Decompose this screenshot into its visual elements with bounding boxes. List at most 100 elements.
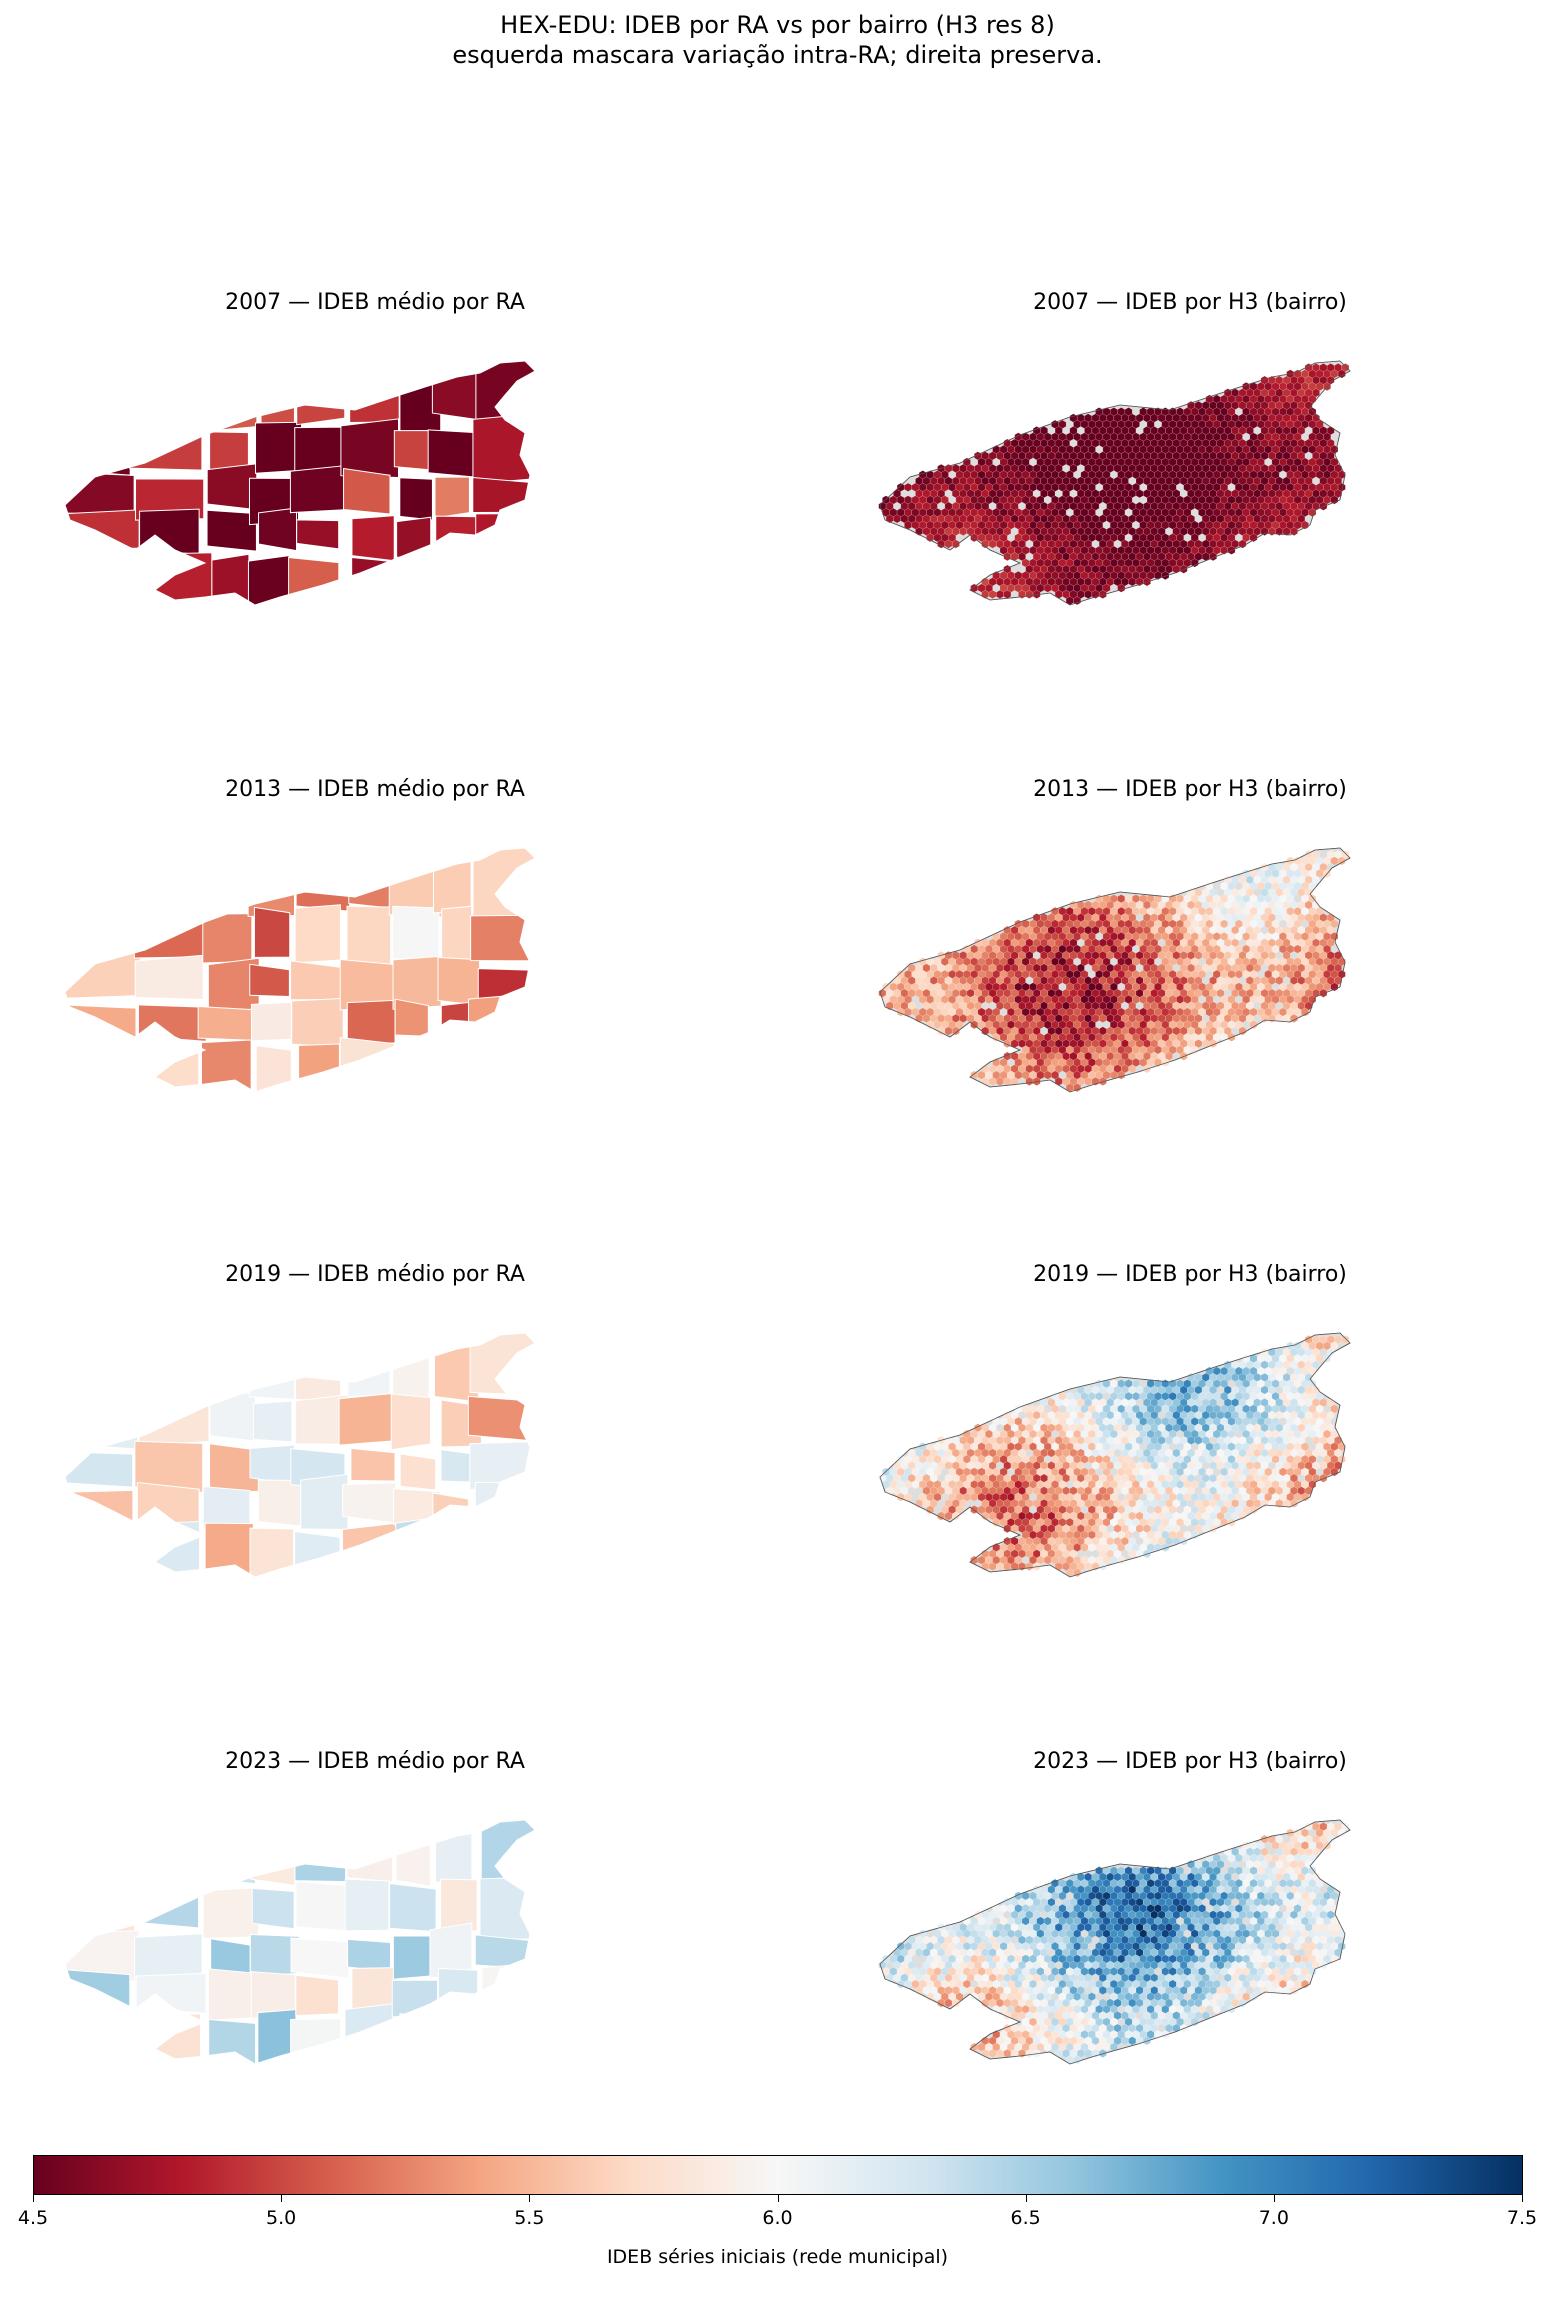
ra-region <box>475 513 535 555</box>
h3-cell <box>1084 589 1093 599</box>
h3-cell <box>988 589 997 599</box>
h3-cell <box>1227 1020 1236 1030</box>
h3-cell <box>911 1480 920 1489</box>
h3-cell <box>1109 1070 1118 1080</box>
ra-region <box>134 954 204 1001</box>
ra-region <box>343 467 391 515</box>
panel-title-2023-h3: 2023 — IDEB por H3 (bairro) <box>1033 1749 1347 1774</box>
h3-cell <box>951 539 960 549</box>
h3-cell <box>1124 470 1133 480</box>
h3-cell <box>1238 539 1247 549</box>
ra-region <box>344 2003 394 2064</box>
h3-cell <box>1080 1454 1089 1464</box>
h3-cell <box>915 1948 923 1958</box>
h3-cell <box>926 1505 934 1515</box>
h3-cell <box>1128 577 1137 587</box>
ra-region <box>435 1820 473 1883</box>
ra-region <box>391 1979 439 2018</box>
h3-cell <box>1109 533 1118 543</box>
h3-cell <box>1058 1891 1067 1901</box>
h3-cell <box>1319 1960 1328 1970</box>
h3-cell <box>1036 583 1045 593</box>
h3-cell <box>970 1492 979 1502</box>
ra-region <box>295 848 351 912</box>
h3-cell <box>1051 1954 1059 1964</box>
ra-region <box>140 848 209 911</box>
map-2019-h3 <box>878 1332 1351 1578</box>
ra-region <box>249 1444 295 1485</box>
ra-region <box>477 1524 535 1577</box>
ra-region <box>479 1876 535 1941</box>
h3-cell <box>1036 1904 1045 1913</box>
ra-region <box>249 1527 295 1577</box>
h3-cell <box>1003 1561 1012 1571</box>
ra-region <box>291 997 344 1048</box>
h3-cell <box>1113 950 1122 960</box>
h3-cell <box>981 1511 990 1521</box>
h3-cell <box>1036 1020 1045 1030</box>
h3-cell <box>1135 489 1144 499</box>
h3-cell <box>1319 1398 1328 1408</box>
ra-region <box>260 361 295 435</box>
bairro-outline <box>879 360 1351 606</box>
ra-region <box>427 429 477 478</box>
ra-region <box>65 471 135 517</box>
ra-region <box>390 1393 432 1451</box>
ra-region <box>65 1004 137 1045</box>
h3-cell <box>1198 1891 1206 1901</box>
h3-cell <box>1201 963 1210 973</box>
h3-cell <box>1231 1511 1239 1521</box>
ra-region <box>346 999 396 1045</box>
h3-cell <box>1330 1404 1339 1414</box>
h3-cell <box>1084 1561 1093 1571</box>
h3-cell <box>1168 957 1177 967</box>
h3-cell <box>1249 1505 1258 1515</box>
ra-region <box>437 1967 479 2010</box>
city-outline <box>64 1819 536 2065</box>
ra-region <box>338 1392 398 1446</box>
ra-region <box>202 913 253 964</box>
map-2023-ra <box>64 1819 536 2065</box>
h3-cell <box>1330 982 1339 992</box>
h3-cell <box>1036 1070 1045 1080</box>
ra-region <box>135 1972 207 2014</box>
ra-region <box>202 1486 251 1529</box>
h3-cell <box>1315 1341 1324 1351</box>
ra-region <box>294 904 341 964</box>
ra-region <box>65 1041 140 1092</box>
h3-cell <box>996 1910 1004 1920</box>
ra-region <box>347 1333 391 1398</box>
ra-region <box>296 361 346 426</box>
ra-region <box>204 1522 254 1577</box>
ra-region <box>467 1395 535 1443</box>
ra-region <box>131 361 201 423</box>
h3-cell <box>1330 1828 1339 1838</box>
h3-cell <box>1201 1935 1210 1945</box>
h3-cell <box>1190 1045 1199 1055</box>
h3-cell <box>1271 944 1280 954</box>
h3-cell <box>944 1511 953 1521</box>
h3-cell <box>1143 413 1151 423</box>
ra-region <box>399 2013 438 2064</box>
ra-region <box>434 476 470 519</box>
h3-cell <box>1242 533 1250 543</box>
h3-cell <box>1172 1498 1181 1508</box>
h3-cell <box>959 526 968 536</box>
h3-cell <box>1010 1051 1019 1061</box>
ra-region <box>208 2018 257 2064</box>
h3-cell <box>1212 1032 1221 1042</box>
h3-cell <box>1227 1891 1236 1901</box>
h3-cell <box>933 495 942 505</box>
h3-cell <box>1315 1354 1324 1363</box>
h3-cell <box>1212 545 1221 555</box>
ra-region <box>351 515 395 562</box>
h3-cell <box>1117 533 1126 543</box>
h3-cell <box>1301 508 1309 517</box>
h3-cell <box>977 995 986 1004</box>
ra-region <box>134 1333 203 1404</box>
h3-cell <box>1238 1026 1247 1036</box>
h3-cell <box>1098 438 1107 448</box>
ra-region <box>392 1333 430 1405</box>
h3-cell <box>951 1511 960 1521</box>
h3-cell <box>1334 1335 1342 1345</box>
